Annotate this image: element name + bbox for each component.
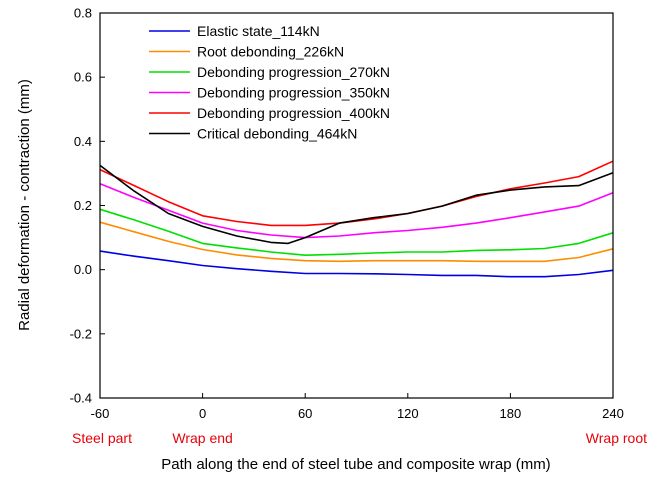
y-tick-label: 0.6 (74, 70, 92, 85)
y-tick-label: 0.2 (74, 198, 92, 213)
legend: Elastic state_114kN Root debonding_226kN D… (149, 23, 390, 142)
y-tick-label: 0.0 (74, 262, 92, 277)
region-annotation-2: Wrap root (586, 430, 647, 446)
legend-label-4: Debonding progression_400kN (197, 105, 390, 121)
y-tick-label: 0.8 (74, 6, 92, 21)
annotation-layer: Steel part Wrap end Wrap root (72, 430, 647, 446)
x-tick-label: 180 (500, 406, 522, 421)
x-tick-label: 60 (298, 406, 312, 421)
x-tick-label: 120 (397, 406, 419, 421)
x-tick-label: 0 (199, 406, 206, 421)
region-annotation-1: Wrap end (172, 430, 232, 446)
legend-label-3: Debonding progression_350kN (197, 85, 390, 101)
series-layer (99, 160, 614, 278)
legend-label-5: Critical debonding_464kN (197, 126, 357, 142)
series-line-2 (99, 208, 614, 256)
legend-label-0: Elastic state_114kN (197, 23, 320, 39)
region-annotation-0: Steel part (72, 430, 132, 446)
legend-label-2: Debonding progression_270kN (197, 64, 390, 80)
y-tick-label: -0.2 (70, 326, 92, 341)
y-tick-label: -0.4 (70, 391, 92, 406)
series-line-5 (99, 164, 614, 245)
x-axis-label: Path along the end of steel tube and com… (161, 456, 550, 473)
y-axis-label: Radial deformation - contraction (mm) (16, 79, 33, 331)
y-tick-label: 0.4 (74, 134, 92, 149)
x-tick-label: 240 (602, 406, 624, 421)
series-line-3 (99, 182, 614, 239)
axis-layer: -60 0 60 120 180 240 -0.4 -0.2 0.0 0.2 0.4 0.6 0.8 (70, 6, 624, 422)
series-line-0 (99, 250, 614, 278)
series-line-1 (99, 221, 614, 263)
x-tick-label: -60 (91, 406, 110, 421)
legend-label-1: Root debonding_226kN (197, 44, 344, 60)
